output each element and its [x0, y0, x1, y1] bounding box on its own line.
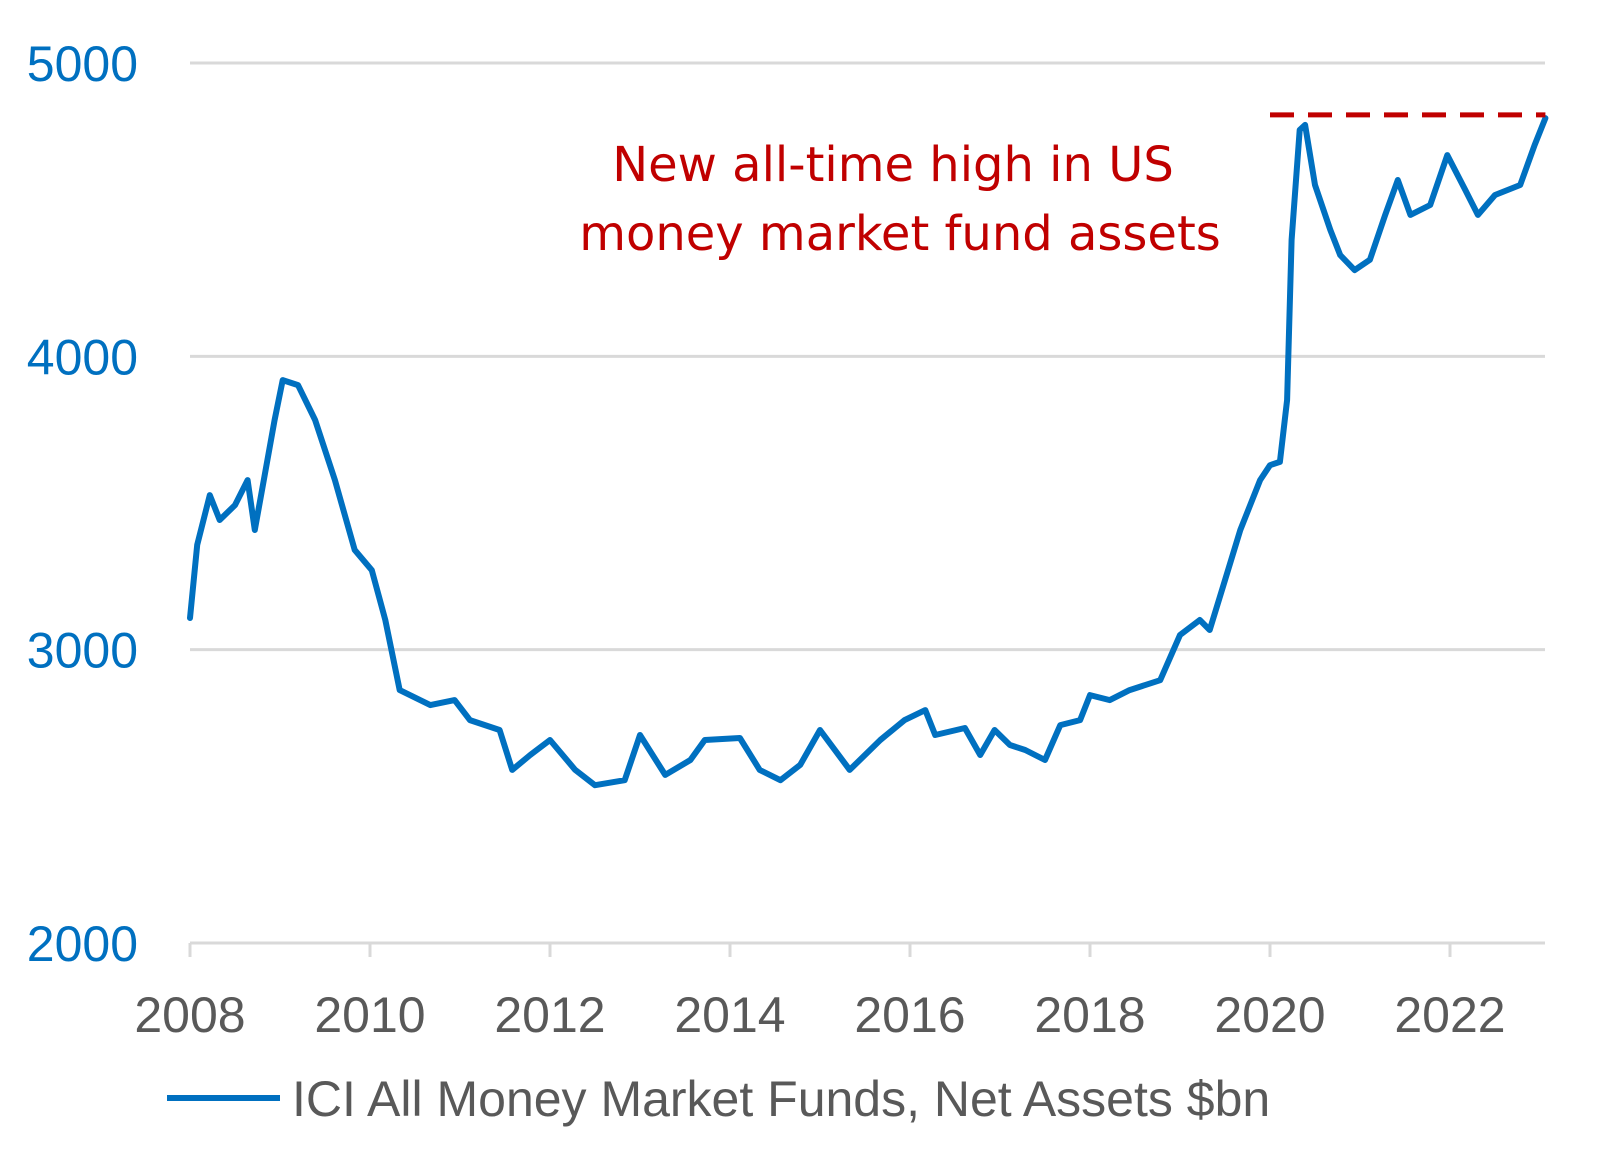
legend-label: ICI All Money Market Funds, Net Assets $… — [292, 1071, 1270, 1127]
x-tick-label: 2020 — [1214, 987, 1325, 1043]
y-axis: 2000 3000 4000 5000 — [27, 36, 138, 972]
y-tick-label: 3000 — [27, 623, 138, 679]
x-tick-label: 2008 — [134, 987, 245, 1043]
x-tick-label: 2018 — [1034, 987, 1145, 1043]
annotation-line-2: money market fund assets — [579, 206, 1221, 262]
legend: ICI All Money Market Funds, Net Assets $… — [167, 1071, 1270, 1127]
x-tick-label: 2014 — [674, 987, 785, 1043]
x-tick-label: 2010 — [314, 987, 425, 1043]
x-axis: 2008 2010 2012 2014 2016 2018 2020 2022 — [134, 943, 1506, 1043]
y-tick-label: 4000 — [27, 329, 138, 385]
series-line-ici-money-market-assets — [187, 115, 1549, 789]
y-tick-label: 2000 — [27, 916, 138, 972]
gridlines — [190, 61, 1545, 652]
x-tick-label: 2016 — [854, 987, 965, 1043]
y-tick-label: 5000 — [27, 36, 138, 92]
x-tick-label: 2012 — [494, 987, 605, 1043]
annotation-line-1: New all-time high in US — [612, 137, 1174, 193]
x-tick-label: 2022 — [1394, 987, 1505, 1043]
